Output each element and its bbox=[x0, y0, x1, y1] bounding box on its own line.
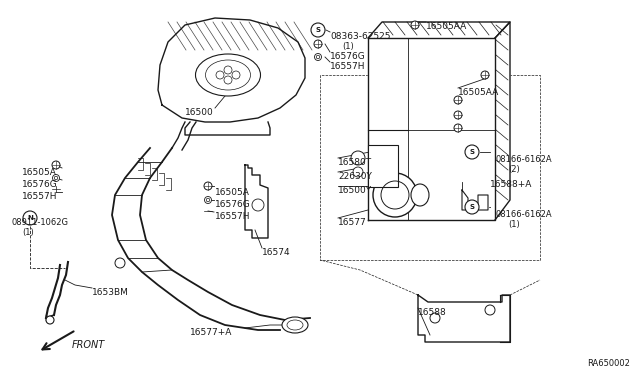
Circle shape bbox=[52, 161, 60, 169]
Circle shape bbox=[205, 196, 211, 203]
Circle shape bbox=[314, 40, 322, 48]
Text: 16588: 16588 bbox=[418, 308, 447, 317]
Text: 16577: 16577 bbox=[338, 218, 367, 227]
Text: N: N bbox=[27, 215, 33, 221]
Circle shape bbox=[52, 174, 60, 182]
Text: 16557H: 16557H bbox=[215, 212, 250, 221]
Text: 16576G: 16576G bbox=[22, 180, 58, 189]
Circle shape bbox=[481, 71, 489, 79]
Text: 16505AA: 16505AA bbox=[458, 88, 499, 97]
Circle shape bbox=[465, 145, 479, 159]
Circle shape bbox=[314, 54, 321, 61]
Circle shape bbox=[465, 200, 479, 214]
Text: S: S bbox=[470, 204, 474, 210]
Text: 22630Y: 22630Y bbox=[338, 172, 372, 181]
Text: (2): (2) bbox=[508, 165, 520, 174]
Text: 08166-6162A: 08166-6162A bbox=[496, 210, 552, 219]
Text: (1): (1) bbox=[22, 228, 34, 237]
Text: 16557H: 16557H bbox=[330, 62, 365, 71]
Text: 16505A: 16505A bbox=[22, 168, 57, 177]
Polygon shape bbox=[112, 148, 310, 330]
Polygon shape bbox=[368, 22, 510, 38]
Circle shape bbox=[454, 124, 462, 132]
Circle shape bbox=[351, 151, 365, 165]
Text: (1): (1) bbox=[508, 220, 520, 229]
Circle shape bbox=[454, 111, 462, 119]
Text: S: S bbox=[316, 27, 321, 33]
Text: RA650002: RA650002 bbox=[587, 359, 630, 368]
Circle shape bbox=[411, 21, 419, 29]
Text: 16500Y: 16500Y bbox=[338, 186, 372, 195]
Circle shape bbox=[115, 258, 125, 268]
Text: 16574: 16574 bbox=[262, 248, 291, 257]
Text: 16500: 16500 bbox=[185, 108, 214, 117]
Circle shape bbox=[23, 211, 37, 225]
Circle shape bbox=[454, 96, 462, 104]
Text: 16505AA: 16505AA bbox=[426, 22, 467, 31]
Circle shape bbox=[46, 316, 54, 324]
Text: 16576G: 16576G bbox=[215, 200, 251, 209]
Polygon shape bbox=[495, 22, 510, 220]
Text: 16576G: 16576G bbox=[330, 52, 365, 61]
Bar bbox=[368, 145, 398, 187]
Ellipse shape bbox=[282, 317, 308, 333]
Text: 08166-6162A: 08166-6162A bbox=[496, 155, 552, 164]
Text: (1): (1) bbox=[342, 42, 354, 51]
Text: 16505A: 16505A bbox=[215, 188, 250, 197]
Text: 16588+A: 16588+A bbox=[490, 180, 532, 189]
Circle shape bbox=[373, 173, 417, 217]
Polygon shape bbox=[462, 190, 488, 210]
Ellipse shape bbox=[411, 184, 429, 206]
Text: FRONT: FRONT bbox=[72, 340, 105, 350]
Text: 16557H: 16557H bbox=[22, 192, 58, 201]
Text: 16580T: 16580T bbox=[338, 158, 372, 167]
Text: 08911-1062G: 08911-1062G bbox=[12, 218, 69, 227]
Circle shape bbox=[204, 182, 212, 190]
Text: 1653BM: 1653BM bbox=[92, 288, 129, 297]
Text: S: S bbox=[470, 149, 474, 155]
Polygon shape bbox=[418, 295, 510, 342]
Text: 16577+A: 16577+A bbox=[190, 328, 232, 337]
Polygon shape bbox=[245, 165, 268, 238]
Polygon shape bbox=[158, 18, 305, 122]
Text: 08363-62525: 08363-62525 bbox=[330, 32, 390, 41]
Circle shape bbox=[311, 23, 325, 37]
Circle shape bbox=[353, 167, 363, 177]
Polygon shape bbox=[368, 38, 495, 220]
Ellipse shape bbox=[195, 54, 260, 96]
